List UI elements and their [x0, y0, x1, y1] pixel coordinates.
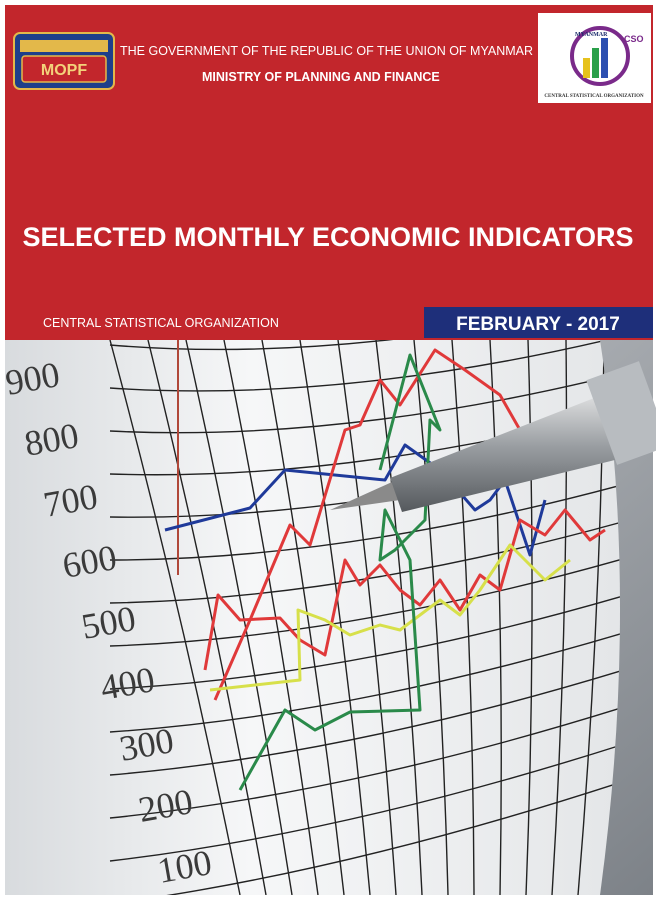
ministry-text: MINISTRY OF PLANNING AND FINANCE — [202, 70, 440, 84]
mopf-logo: MOPF — [14, 33, 114, 89]
logo-text: MOPF — [41, 62, 87, 79]
title: SELECTED MONTHLY ECONOMIC INDICATORS — [22, 222, 633, 252]
cso-logo: MYANMAR CSO CENTRAL STATISTICAL ORGANIZA… — [538, 13, 651, 103]
logo-abbr: CSO — [624, 34, 644, 44]
logo-name: CENTRAL STATISTICAL ORGANIZATION — [544, 94, 644, 99]
government-text: THE GOVERNMENT OF THE REPUBLIC OF THE UN… — [120, 44, 533, 58]
logo-country: MYANMAR — [575, 32, 608, 38]
publisher: CENTRAL STATISTICAL ORGANIZATION — [43, 316, 279, 330]
issue: FEBRUARY - 2017 — [456, 314, 620, 335]
cover: MOPF THE GOVERNMENT OF THE REPUBLIC OF T… — [0, 0, 656, 900]
